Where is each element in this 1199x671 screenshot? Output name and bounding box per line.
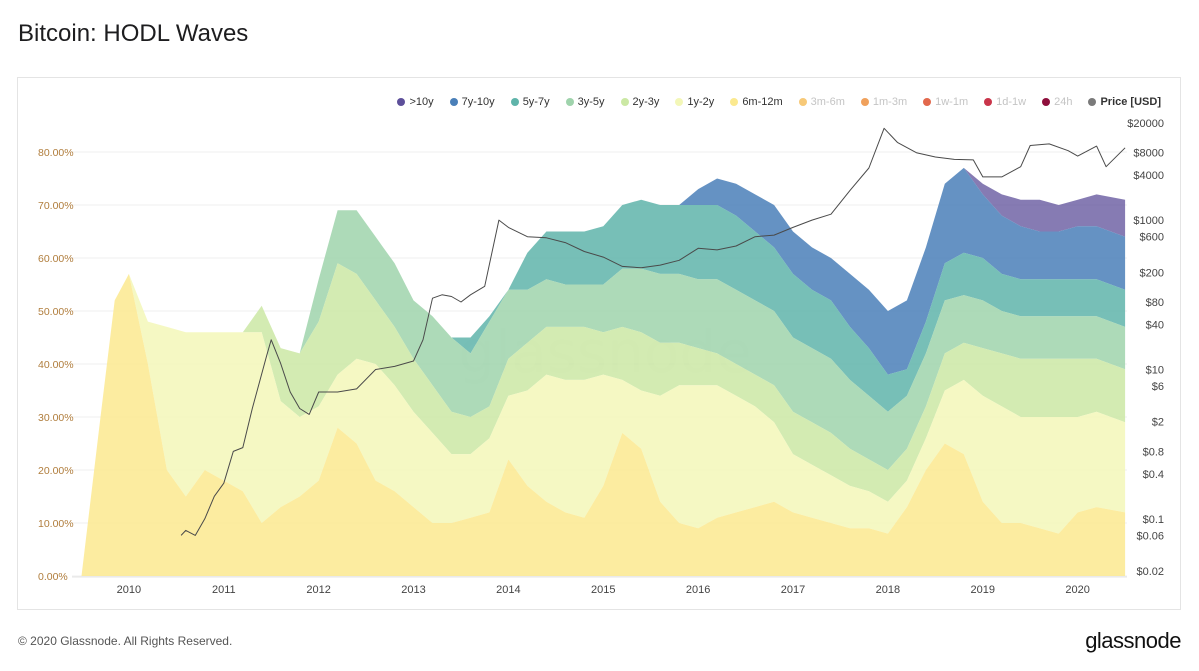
- right-axis-tick-label: $1000: [1133, 215, 1164, 227]
- left-axis-tick-label: 20.00%: [38, 465, 74, 477]
- legend-item[interactable]: 1y-2y: [675, 96, 714, 108]
- legend-label: 1w-1m: [935, 96, 969, 108]
- right-axis-tick-label: $0.1: [1143, 514, 1164, 526]
- legend-dot-icon: [620, 98, 629, 106]
- left-axis-tick-label: 50.00%: [38, 306, 74, 318]
- right-axis-tick-label: $10: [1146, 364, 1164, 376]
- x-axis-tick-label: 2015: [591, 584, 615, 596]
- x-axis-tick-label: 2017: [781, 584, 805, 596]
- legend-dot-icon: [984, 98, 993, 106]
- x-axis-tick-label: 2010: [117, 584, 141, 596]
- price-line[interactable]: [180, 127, 1126, 536]
- band-3y-5y[interactable]: [81, 210, 1126, 577]
- right-axis-tick-label: $4000: [1133, 170, 1164, 182]
- legend-label: 6m-12m: [742, 96, 783, 108]
- x-axis-tick-label: 2018: [876, 584, 900, 596]
- right-axis-tick-label: $2: [1152, 417, 1164, 429]
- left-axis: 0.00% 10.00% 20.00% 30.00% 40.00% 50.00% 60.00…: [38, 147, 74, 583]
- left-axis-tick-label: 60.00%: [38, 253, 74, 265]
- right-axis-tick-label: $20000: [1127, 118, 1164, 130]
- legend-dot-icon: [675, 98, 684, 106]
- right-axis-tick-label: $6: [1152, 381, 1164, 393]
- chart-legend: >10y 7y-10y 5y-7y 3y-5y 2y-3y 1y-2y 6m-12m 3m-6…: [397, 96, 1161, 108]
- legend-dot-icon: [510, 98, 519, 106]
- legend-item[interactable]: 24h: [1042, 96, 1072, 108]
- legend-label: 5y-7y: [522, 96, 550, 108]
- legend-label: 3m-6m: [810, 96, 845, 108]
- right-axis-tick-label: $600: [1140, 232, 1164, 244]
- legend-label: 2y-3y: [632, 96, 660, 108]
- legend-dot-icon: [923, 98, 932, 106]
- legend-item[interactable]: 5y-7y: [510, 96, 550, 108]
- legend-label: 3y-5y: [577, 96, 605, 108]
- legend-label: 24h: [1054, 96, 1073, 108]
- legend-label: 1m-3m: [872, 96, 908, 108]
- left-axis-tick-label: 0.00%: [38, 571, 68, 583]
- legend-label: >10y: [409, 96, 434, 108]
- legend-dot-icon: [397, 98, 406, 106]
- legend-dot-icon: [860, 98, 869, 106]
- x-axis-tick-label: 2011: [212, 584, 236, 596]
- band-6m-12m[interactable]: [81, 273, 1126, 576]
- band--10y[interactable]: [81, 167, 1126, 576]
- x-axis-tick-label: 2016: [686, 584, 710, 596]
- glassnode-logo[interactable]: glassnode: [1085, 628, 1181, 653]
- x-axis: 2010 2011 2012 2013 2014 2015 2016 2017 2018 2019…: [72, 576, 1127, 596]
- legend-item[interactable]: 1w-1m: [923, 96, 968, 108]
- legend-item[interactable]: 2y-3y: [620, 96, 660, 108]
- right-axis-tick-label: $200: [1140, 267, 1164, 279]
- x-axis-tick-label: 2019: [971, 584, 995, 596]
- legend-item[interactable]: 3m-6m: [798, 96, 845, 108]
- right-axis-tick-label: $8000: [1133, 148, 1164, 160]
- left-axis-tick-label: 70.00%: [38, 200, 74, 212]
- x-axis-tick-label: 2020: [1065, 584, 1089, 596]
- legend-dot-icon: [798, 98, 807, 106]
- legend-label: 1y-2y: [687, 96, 715, 108]
- legend-item[interactable]: >10y: [397, 96, 434, 108]
- legend-dot-icon: [565, 98, 574, 106]
- band-5y-7y[interactable]: [81, 199, 1126, 576]
- left-axis-tick-label: 10.00%: [38, 518, 74, 530]
- right-axis-tick-label: $0.02: [1136, 566, 1164, 578]
- x-axis-tick-label: 2013: [401, 584, 425, 596]
- legend-dot-icon: [730, 98, 739, 106]
- copyright-text: © 2020 Glassnode. All Rights Reserved.: [18, 634, 233, 648]
- right-axis-tick-label: $40: [1146, 320, 1164, 332]
- left-axis-tick-label: 80.00%: [38, 147, 74, 159]
- band-2y-3y[interactable]: [81, 263, 1126, 576]
- legend-label: 7y-10y: [461, 96, 495, 108]
- legend-item[interactable]: 6m-12m: [730, 96, 783, 108]
- legend-item[interactable]: 7y-10y: [449, 96, 495, 108]
- band-1y-2y[interactable]: [81, 273, 1126, 576]
- legend-item[interactable]: 1d-1w: [984, 96, 1026, 108]
- legend-item[interactable]: Price [USD]: [1088, 96, 1161, 108]
- legend-dot-icon: [1042, 98, 1051, 106]
- chart-panel: [17, 77, 1181, 610]
- right-axis-tick-label: $0.06: [1136, 530, 1164, 542]
- right-axis-tick-label: $0.4: [1143, 469, 1164, 481]
- legend-label: 1d-1w: [996, 96, 1027, 108]
- legend-item[interactable]: 1m-3m: [860, 96, 908, 108]
- right-axis-tick-label: $80: [1146, 297, 1164, 309]
- x-axis-tick-label: 2012: [306, 584, 330, 596]
- price-line-layer: [180, 127, 1126, 536]
- left-axis-tick-label: 30.00%: [38, 412, 74, 424]
- left-axis-tick-label: 40.00%: [38, 359, 74, 371]
- page-title: Bitcoin: HODL Waves: [18, 20, 249, 47]
- legend-dot-icon: [449, 98, 458, 106]
- legend-item[interactable]: 3y-5y: [565, 96, 605, 108]
- legend-dot-icon: [1088, 98, 1097, 106]
- legend-label: Price [USD]: [1100, 96, 1161, 108]
- x-axis-tick-label: 2014: [496, 584, 520, 596]
- right-axis: $20000 $8000 $4000 $1000 $600 $200 $80 $40 $10 $6…: [1127, 118, 1164, 578]
- area-bands: [81, 167, 1126, 577]
- right-axis-tick-label: $0.8: [1143, 446, 1164, 458]
